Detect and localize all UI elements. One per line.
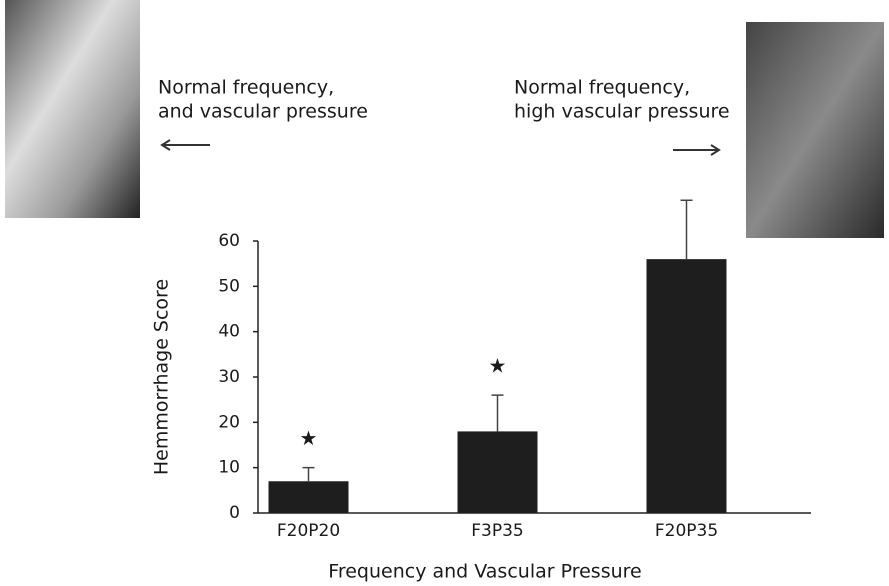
y-tick-label: 0 (229, 503, 240, 523)
y-tick-label: 60 (218, 231, 240, 251)
y-tick-label: 40 (218, 322, 240, 342)
bar (268, 481, 349, 513)
photo-left (5, 0, 140, 218)
annotation: high vascular pressure (514, 101, 730, 123)
x-tick-label: F20P35 (655, 521, 718, 541)
y-tick-label: 20 (218, 412, 240, 432)
error-bar (680, 199, 693, 260)
photo-right (746, 22, 884, 238)
arrow-left (160, 139, 210, 151)
y-axis-title: Hemmorrhage Score (151, 279, 173, 475)
x-tick-label: F3P35 (471, 521, 523, 541)
annotation: Normal frequency, (158, 77, 334, 99)
bar (646, 259, 727, 513)
y-tick-label: 30 (218, 367, 240, 387)
error-bar (491, 394, 504, 432)
arrow-right (673, 144, 721, 156)
error-bar (302, 466, 315, 482)
bar (457, 431, 538, 513)
annotation: and vascular pressure (158, 101, 368, 123)
x-axis-title: Frequency and Vascular Pressure (328, 561, 641, 583)
y-tick-label: 10 (218, 458, 240, 478)
significance-marker: ★ (300, 426, 318, 450)
y-tick-label: 50 (218, 276, 240, 296)
significance-marker: ★ (489, 354, 507, 378)
annotation: Normal frequency, (514, 77, 690, 99)
x-tick-label: F20P20 (277, 521, 340, 541)
